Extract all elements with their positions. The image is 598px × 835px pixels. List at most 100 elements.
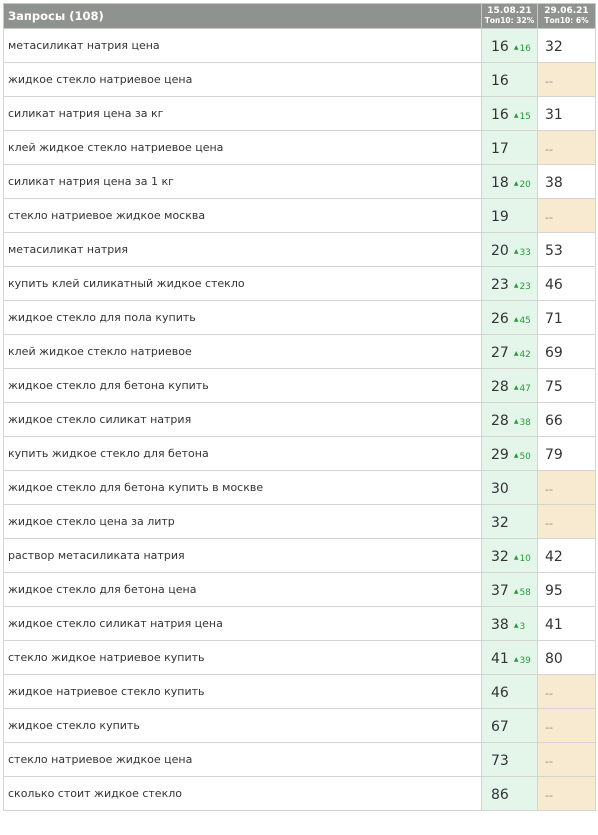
position-cell-previous: 79 <box>537 436 596 471</box>
position-cell-previous: 71 <box>537 300 596 335</box>
up-arrow-icon: ▲ <box>513 452 519 459</box>
position-change-value: 3 <box>519 622 526 632</box>
table-row: жидкое стекло силикат натрия 28 ▲38 66 <box>3 402 596 437</box>
position-cell-current: 30 <box>481 470 538 505</box>
position-change: ▲42 <box>514 350 531 360</box>
position-change-value: 38 <box>519 418 531 428</box>
query-cell[interactable]: стекло натриевое жидкое цена <box>3 742 482 777</box>
query-cell[interactable]: метасиликат натрия цена <box>3 28 482 63</box>
position-cell-current: 73 <box>481 742 538 777</box>
up-arrow-icon: ▲ <box>513 588 519 595</box>
position-value: 75 <box>545 379 563 395</box>
position-cell-current: 37 ▲58 <box>481 572 538 607</box>
query-cell[interactable]: жидкое стекло для бетона купить в москве <box>3 470 482 505</box>
query-cell[interactable]: силикат натрия цена за 1 кг <box>3 164 482 199</box>
position-cell-current: 38 ▲3 <box>481 606 538 641</box>
table-row: купить жидкое стекло для бетона 29 ▲50 79 <box>3 436 596 471</box>
position-change: ▲50 <box>514 452 531 462</box>
query-cell[interactable]: клей жидкое стекло натриевое цена <box>3 130 482 165</box>
query-cell[interactable]: клей жидкое стекло натриевое <box>3 334 482 369</box>
table-row: клей жидкое стекло натриевое 27 ▲42 69 <box>3 334 596 369</box>
table-row: метасиликат натрия 20 ▲33 53 <box>3 232 596 267</box>
position-change: ▲15 <box>514 112 531 122</box>
query-cell[interactable]: жидкое стекло цена за литр <box>3 504 482 539</box>
position-cell-current: 20 ▲33 <box>481 232 538 267</box>
position-cell-previous: -- <box>537 130 596 165</box>
table-row: стекло натриевое жидкое цена 73 -- <box>3 742 596 777</box>
up-arrow-icon: ▲ <box>513 316 519 323</box>
position-cell-previous: 80 <box>537 640 596 675</box>
query-cell[interactable]: стекло натриевое жидкое москва <box>3 198 482 233</box>
position-change: ▲47 <box>514 384 531 394</box>
position-cell-current: 29 ▲50 <box>481 436 538 471</box>
query-cell[interactable]: жидкое стекло для пола купить <box>3 300 482 335</box>
up-arrow-icon: ▲ <box>513 180 519 187</box>
position-cell-current: 23 ▲23 <box>481 266 538 301</box>
position-cell-previous: 75 <box>537 368 596 403</box>
query-cell[interactable]: купить клей силикатный жидкое стекло <box>3 266 482 301</box>
queries-column-header[interactable]: Запросы (108) <box>3 3 482 29</box>
position-change: ▲38 <box>514 418 531 428</box>
position-cell-current: 16 <box>481 62 538 97</box>
position-cell-current: 16 ▲16 <box>481 28 538 63</box>
no-position-value: -- <box>545 687 553 700</box>
position-value: 37 <box>491 583 509 599</box>
position-value: 73 <box>491 753 509 769</box>
position-value: 17 <box>491 141 509 157</box>
position-value: 71 <box>545 311 563 327</box>
table-row: жидкое стекло для бетона цена 37 ▲58 95 <box>3 572 596 607</box>
position-change: ▲3 <box>514 622 525 632</box>
table-row: жидкое стекло для пола купить 26 ▲45 71 <box>3 300 596 335</box>
date-column-header-1[interactable]: 15.08.21 Топ10: 32% <box>481 3 538 29</box>
query-cell[interactable]: стекло жидкое натриевое купить <box>3 640 482 675</box>
table-row: жидкое стекло для бетона купить 28 ▲47 75 <box>3 368 596 403</box>
position-cell-previous: -- <box>537 62 596 97</box>
no-position-value: -- <box>545 789 553 802</box>
up-arrow-icon: ▲ <box>513 384 519 391</box>
position-value: 16 <box>491 73 509 89</box>
up-arrow-icon: ▲ <box>513 248 519 255</box>
up-arrow-icon: ▲ <box>513 112 519 119</box>
query-cell[interactable]: жидкое стекло натриевое цена <box>3 62 482 97</box>
no-position-value: -- <box>545 517 553 530</box>
query-cell[interactable]: жидкое стекло купить <box>3 708 482 743</box>
query-cell[interactable]: сколько стоит жидкое стекло <box>3 776 482 811</box>
query-cell[interactable]: силикат натрия цена за кг <box>3 96 482 131</box>
table-row: стекло жидкое натриевое купить 41 ▲39 80 <box>3 640 596 675</box>
position-change-value: 20 <box>519 180 531 190</box>
table-row: жидкое стекло купить 67 -- <box>3 708 596 743</box>
position-cell-current: 26 ▲45 <box>481 300 538 335</box>
position-change: ▲39 <box>514 656 531 666</box>
query-cell[interactable]: жидкое стекло силикат натрия цена <box>3 606 482 641</box>
position-value: 16 <box>491 39 509 55</box>
query-cell[interactable]: жидкое натриевое стекло купить <box>3 674 482 709</box>
query-cell[interactable]: метасиликат натрия <box>3 232 482 267</box>
position-value: 26 <box>491 311 509 327</box>
position-cell-current: 86 <box>481 776 538 811</box>
position-change-value: 58 <box>519 588 531 598</box>
query-cell[interactable]: жидкое стекло силикат натрия <box>3 402 482 437</box>
query-cell[interactable]: раствор метасиликата натрия <box>3 538 482 573</box>
position-cell-current: 41 ▲39 <box>481 640 538 675</box>
table-row: жидкое стекло натриевое цена 16 -- <box>3 62 596 97</box>
position-value: 42 <box>545 549 563 565</box>
table-row: жидкое стекло для бетона купить в москве… <box>3 470 596 505</box>
query-cell[interactable]: жидкое стекло для бетона цена <box>3 572 482 607</box>
table-row: жидкое стекло силикат натрия цена 38 ▲3 41 <box>3 606 596 641</box>
table-row: сколько стоит жидкое стекло 86 -- <box>3 776 596 811</box>
query-cell[interactable]: жидкое стекло для бетона купить <box>3 368 482 403</box>
position-change: ▲45 <box>514 316 531 326</box>
up-arrow-icon: ▲ <box>513 554 519 561</box>
position-change-value: 10 <box>519 554 531 564</box>
position-cell-previous: 69 <box>537 334 596 369</box>
query-cell[interactable]: купить жидкое стекло для бетона <box>3 436 482 471</box>
position-value: 19 <box>491 209 509 225</box>
position-value: 27 <box>491 345 509 361</box>
date-column-header-2[interactable]: 29.06.21 Топ10: 6% <box>537 3 596 29</box>
positions-table: Запросы (108) 15.08.21 Топ10: 32% 29.06.… <box>3 3 596 811</box>
date-2-label: 29.06.21 <box>544 6 589 16</box>
up-arrow-icon: ▲ <box>513 656 519 663</box>
position-change: ▲10 <box>514 554 531 564</box>
position-cell-previous: 53 <box>537 232 596 267</box>
table-row: силикат натрия цена за кг 16 ▲15 31 <box>3 96 596 131</box>
